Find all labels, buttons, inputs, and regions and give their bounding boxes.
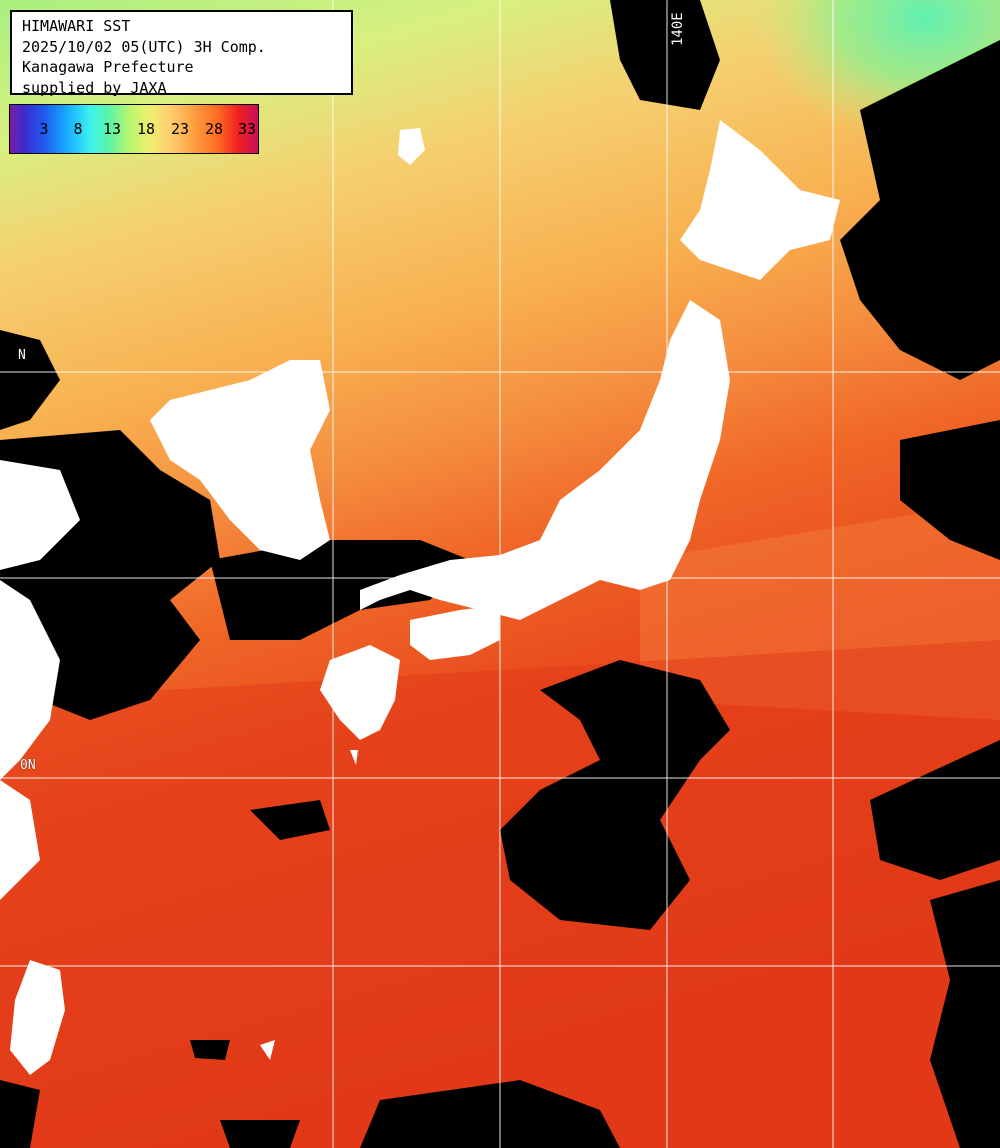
map-credit: supplied by JAXA — [22, 78, 167, 97]
lat-label-upper: N — [18, 348, 26, 363]
map-timestamp: 2025/10/02 05(UTC) 3H Comp. — [22, 37, 266, 56]
lon-label-140e: 140E — [670, 12, 686, 46]
lat-label-lower: 0N — [20, 758, 36, 773]
colorbar-tick: 3 — [39, 120, 49, 138]
colorbar-tick: 23 — [170, 120, 190, 138]
map-info-box: HIMAWARI SST 2025/10/02 05(UTC) 3H Comp.… — [10, 10, 353, 97]
temperature-colorbar: 3 8 13 18 23 28 33 — [9, 104, 259, 154]
colorbar-tick: 18 — [136, 120, 156, 138]
colorbar-tick: 33 — [237, 120, 257, 138]
land — [0, 120, 840, 1075]
colorbar-tick: 8 — [73, 120, 83, 138]
colorbar-tick: 13 — [102, 120, 122, 138]
map-title: HIMAWARI SST — [22, 17, 131, 35]
map-region: Kanagawa Prefecture — [22, 58, 194, 76]
colorbar-tick: 28 — [204, 120, 224, 138]
